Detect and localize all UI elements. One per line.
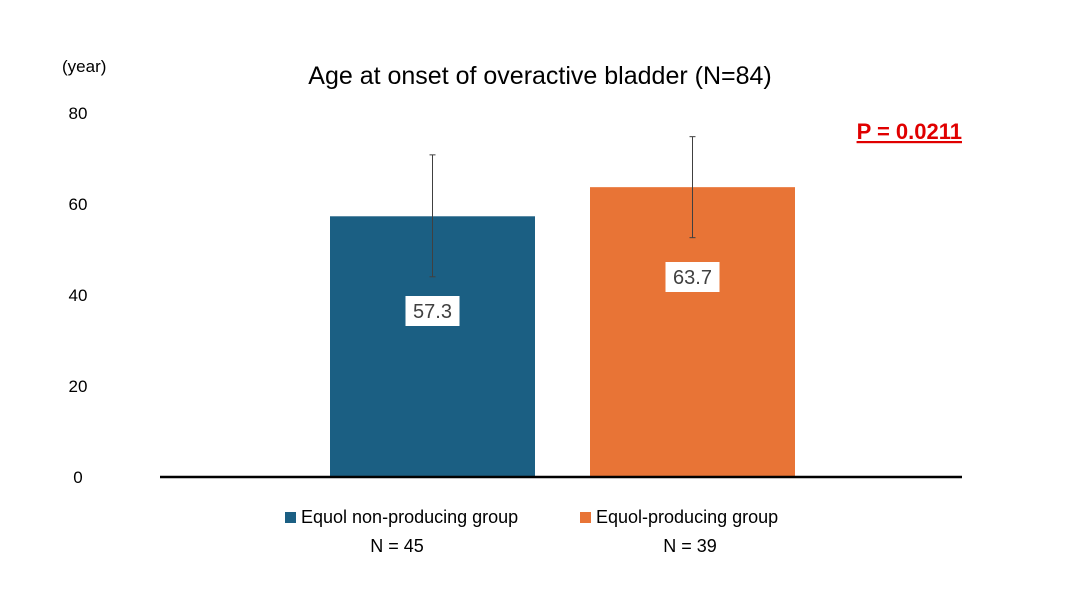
- data-label: 57.3: [413, 301, 452, 323]
- p-value-annotation: P = 0.0211: [857, 119, 962, 144]
- data-label-background: [665, 262, 720, 292]
- data-label-background: [405, 296, 460, 326]
- chart-title: Age at onset of overactive bladder (N=84…: [308, 62, 771, 90]
- y-tick-label: 20: [69, 377, 88, 396]
- sample-size-label: N = 45: [370, 536, 424, 556]
- y-axis-ticks: 0 20 40 60 80: [69, 104, 88, 487]
- y-unit-label: (year): [62, 57, 106, 76]
- y-tick-label: 40: [69, 286, 88, 305]
- legend-swatch: [580, 512, 591, 523]
- bars: [330, 187, 795, 478]
- y-tick-label: 80: [69, 104, 88, 123]
- legend-swatch: [285, 512, 296, 523]
- legend: Equol non-producing group N = 45 Equol-pro…: [285, 507, 778, 556]
- legend-label: Equol-producing group: [596, 507, 778, 527]
- y-tick-label: 60: [69, 195, 88, 214]
- sample-size-label: N = 39: [663, 536, 717, 556]
- data-labels: 57.3 63.7: [405, 262, 720, 326]
- y-tick-label: 0: [73, 468, 82, 487]
- data-label: 63.7: [673, 267, 712, 289]
- error-bars: [429, 136, 696, 278]
- legend-label: Equol non-producing group: [301, 507, 518, 527]
